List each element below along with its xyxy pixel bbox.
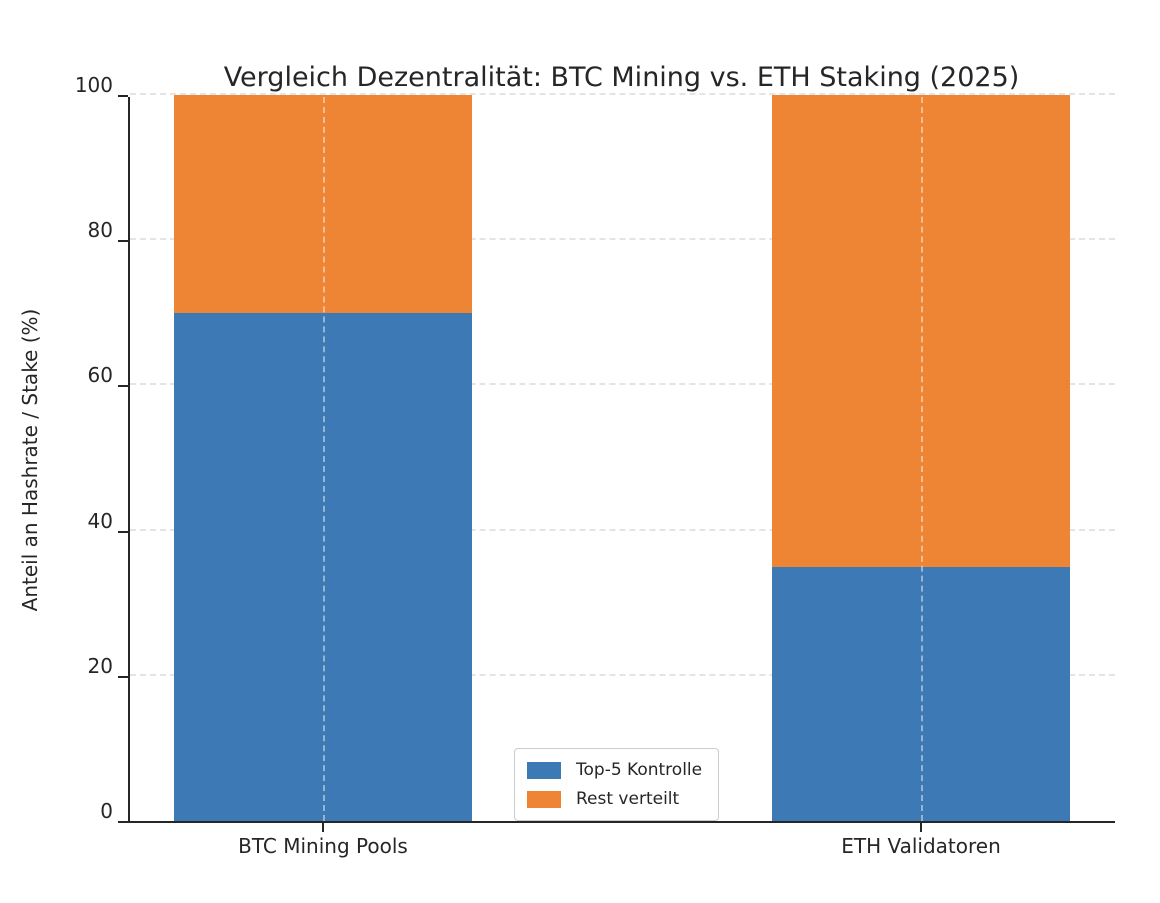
y-tick-mark bbox=[118, 95, 128, 97]
y-tick-mark bbox=[118, 675, 128, 678]
y-tick-mark bbox=[118, 240, 128, 243]
bar-segment bbox=[174, 95, 472, 313]
legend-swatch-top5 bbox=[527, 761, 561, 779]
gridline-horizontal bbox=[130, 93, 1115, 95]
plot-area: Top-5 Kontrolle Rest verteilt BTC Mining… bbox=[75, 75, 1115, 858]
legend: Top-5 Kontrolle Rest verteilt bbox=[514, 748, 720, 821]
chart-title: Vergleich Dezentralität: BTC Mining vs. … bbox=[223, 62, 1020, 93]
legend-label-top5: Top-5 Kontrolle bbox=[576, 760, 703, 780]
y-axis-label: Anteil an Hashrate / Stake (%) bbox=[18, 308, 42, 612]
gridline-horizontal bbox=[130, 673, 1115, 676]
legend-row: Rest verteilt bbox=[527, 789, 702, 809]
y-tick-label: 40 bbox=[87, 508, 113, 533]
stacked-bar-eth bbox=[772, 95, 1070, 821]
stacked-bar-btc bbox=[174, 95, 472, 821]
gridline-horizontal bbox=[130, 528, 1115, 531]
y-tick-label: 0 bbox=[100, 799, 113, 823]
bar-segment bbox=[174, 312, 472, 821]
legend-label-rest: Rest verteilt bbox=[576, 789, 680, 809]
bar-segment bbox=[772, 566, 1070, 821]
x-tick-mark bbox=[322, 823, 324, 832]
gridline-vertical bbox=[921, 97, 923, 821]
x-tick-label: BTC Mining Pools bbox=[238, 834, 408, 858]
y-tick-mark bbox=[118, 821, 128, 823]
y-tick-mark bbox=[118, 530, 128, 533]
gridline-horizontal bbox=[130, 238, 1115, 241]
legend-row: Top-5 Kontrolle bbox=[527, 760, 702, 780]
x-tick-label: ETH Validatoren bbox=[841, 834, 1001, 858]
y-tick-mark bbox=[118, 385, 128, 388]
bar-segment bbox=[772, 95, 1070, 567]
gridline-vertical bbox=[323, 97, 325, 821]
gridline-horizontal bbox=[130, 383, 1115, 386]
y-tick-label: 60 bbox=[87, 363, 113, 388]
x-tick-mark bbox=[920, 823, 922, 832]
y-tick-label: 20 bbox=[87, 653, 113, 678]
legend-swatch-rest bbox=[527, 790, 561, 808]
y-tick-label: 80 bbox=[87, 218, 113, 243]
y-tick-label: 100 bbox=[74, 73, 113, 97]
